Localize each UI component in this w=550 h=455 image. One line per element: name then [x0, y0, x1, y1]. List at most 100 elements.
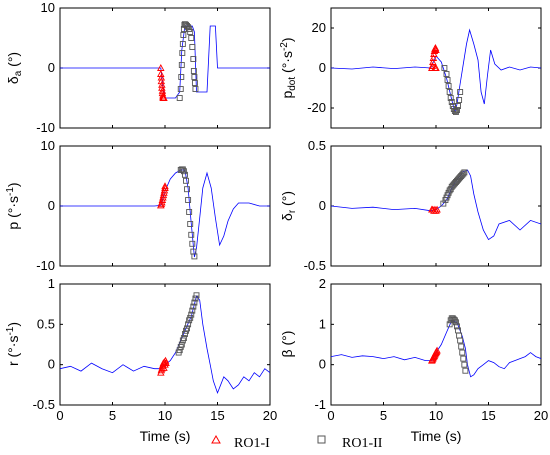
ro1-i-point — [428, 62, 437, 69]
panel-delta-r: -0.5 0 0.5 — [304, 138, 542, 273]
ro1-ii-point — [462, 367, 469, 374]
ro1-ii-point — [187, 221, 194, 227]
ro1-ii-point — [447, 95, 454, 101]
xlabel-right: Time (s) — [411, 428, 462, 444]
ro1-i-point — [433, 346, 441, 354]
ro1-ii-point — [185, 321, 192, 328]
ro1-ii-point — [189, 307, 196, 314]
legend: RO1-I RO1-II — [211, 434, 383, 451]
ro1-ii-point — [187, 29, 194, 35]
ro1-i-point — [158, 80, 166, 88]
plot-area — [60, 166, 270, 260]
ro1-ii-point — [454, 107, 460, 113]
legend-label-ro1-ii: RO1-II — [342, 436, 383, 451]
y-tick-label: 0 — [319, 357, 326, 372]
y-tick-label: 0 — [319, 198, 326, 213]
y-tick-label: 0 — [48, 198, 55, 213]
ro1-ii-point — [176, 347, 183, 354]
ro1-i-point — [431, 44, 440, 51]
panel-p: -10 0 10 — [36, 138, 271, 273]
ro1-ii-point — [443, 71, 450, 77]
ro1-ii-point — [451, 317, 458, 324]
ro1-ii-point — [459, 349, 466, 356]
y-tick-label: -0.5 — [33, 397, 55, 412]
plot-area — [331, 315, 541, 378]
ro1-ii-point — [180, 335, 187, 341]
ro1-i-point — [429, 58, 437, 65]
ro1-ii-point — [457, 89, 464, 95]
ro1-ii-point — [444, 77, 451, 83]
ro1-ii-point — [178, 62, 185, 68]
ro1-i-point — [160, 94, 168, 101]
x-tick-label: 15 — [481, 408, 495, 423]
plot-area — [60, 292, 270, 395]
y-tick-label: 0.5 — [308, 138, 326, 153]
panel-delta-a: -10 0 10 — [36, 0, 271, 135]
ro1-ii-point — [448, 99, 455, 105]
ro1-ii-point — [191, 74, 198, 80]
y-tick-label: -20 — [307, 100, 326, 115]
ro1-ii-point — [191, 299, 198, 306]
ro1-ii-point — [457, 337, 464, 344]
ro1-ii-point — [191, 253, 198, 260]
ro1-ii-point — [189, 44, 196, 50]
ro1-i-point — [432, 46, 440, 53]
x-tick-label: 0 — [56, 408, 63, 423]
ro1-ii-point — [191, 80, 198, 86]
x-tick-label: 20 — [534, 408, 548, 423]
plot-area — [331, 169, 541, 241]
plot-frame — [330, 145, 542, 267]
ro1-ii-point — [181, 331, 188, 337]
ro1-ii-point — [180, 168, 187, 175]
ro1-ii-point — [453, 319, 459, 326]
ro1-ii-point — [190, 303, 197, 310]
y-tick-label: -10 — [36, 258, 55, 273]
series-line — [331, 28, 541, 114]
y-tick-label: -10 — [36, 120, 55, 135]
ro1-ii-point — [461, 361, 468, 368]
y-tick-label: 2 — [319, 276, 326, 291]
ro1-ii-point — [177, 86, 184, 92]
ro1-ii-point — [458, 343, 465, 350]
ro1-ii-point — [193, 292, 200, 299]
x-tick-label: 10 — [158, 408, 172, 423]
ro1-ii-point — [190, 56, 197, 62]
ro1-ii-point — [454, 323, 460, 330]
x-tick-label: 5 — [380, 408, 387, 423]
ro1-ii-point — [453, 109, 459, 115]
ylabel-delta-a-sub: a — [13, 70, 24, 76]
ro1-ii-point — [176, 95, 183, 101]
legend-marker-ro1-i — [211, 434, 221, 444]
ro1-i-point — [161, 184, 169, 191]
ro1-i-point — [429, 54, 438, 61]
ro1-ii-point — [180, 32, 187, 38]
y-tick-label: 20 — [312, 20, 326, 35]
ro1-ii-point — [456, 97, 463, 103]
ro1-ii-point — [192, 86, 199, 92]
ro1-ii-point — [181, 171, 188, 178]
plot-frame — [59, 283, 271, 406]
ro1-ii-point — [188, 35, 195, 41]
ro1-ii-point — [460, 170, 467, 177]
series-line — [331, 319, 541, 378]
ylabel-delta-r: δr (°) — [279, 191, 298, 221]
y-tick-label: 0 — [319, 60, 326, 75]
ro1-ii-point — [185, 197, 192, 203]
ro1-i-point — [161, 356, 170, 364]
ro1-i-point — [161, 182, 169, 190]
xlabel-left: Time (s) — [140, 428, 191, 444]
ylabel-r: r (°·s-1) — [5, 322, 21, 366]
ro1-ii-point — [441, 65, 448, 71]
y-tick-label: 10 — [41, 0, 55, 15]
ro1-i-point — [157, 73, 166, 81]
plot-area — [331, 28, 541, 115]
ro1-i-point — [431, 64, 439, 71]
ro1-ii-point — [184, 186, 191, 193]
ro1-ii-point — [460, 355, 467, 362]
ro1-ii-point — [186, 209, 193, 215]
x-tick-label: 10 — [429, 408, 443, 423]
y-tick-label: -0.5 — [304, 258, 326, 273]
ro1-ii-point — [186, 26, 193, 32]
plot-area — [60, 21, 270, 101]
